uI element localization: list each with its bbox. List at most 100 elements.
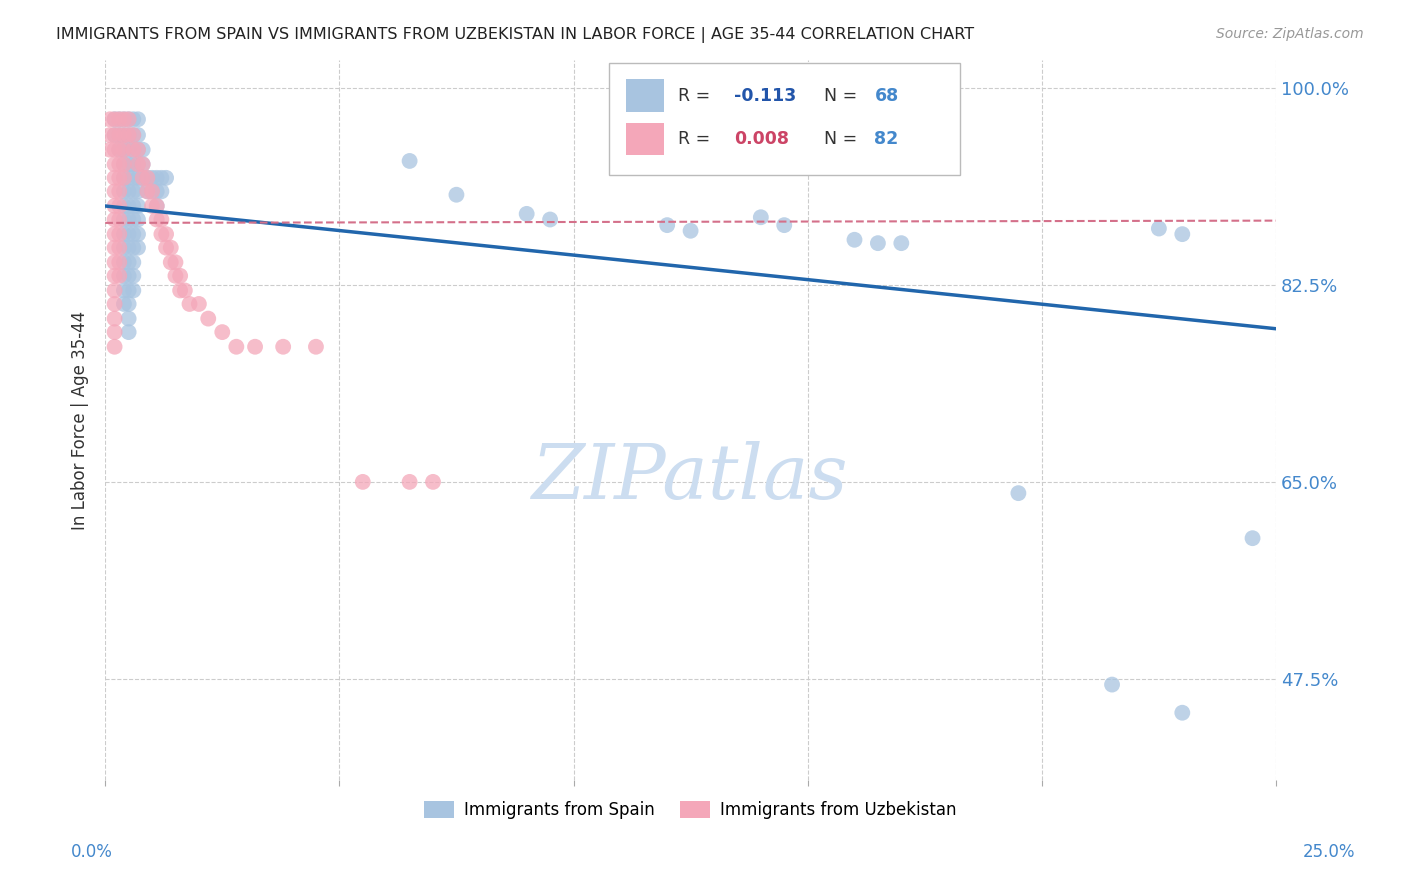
Point (112, 128, 135, 142)
FancyBboxPatch shape (609, 63, 960, 175)
Point (446, 187, 468, 202)
Point (305, 340, 328, 354)
Point (1147, 221, 1170, 235)
Point (103, 284, 125, 298)
Point (112, 185, 135, 199)
Text: N =: N = (824, 87, 863, 104)
Point (127, 143, 149, 157)
Point (145, 170, 167, 185)
Point (422, 475, 444, 489)
Point (103, 311, 125, 326)
Point (131, 170, 153, 185)
Point (773, 218, 796, 232)
Point (98, 128, 121, 142)
Point (141, 170, 163, 185)
Legend: Immigrants from Spain, Immigrants from Uzbekistan: Immigrants from Spain, Immigrants from U… (418, 795, 963, 826)
Point (127, 157, 149, 171)
Point (122, 143, 145, 157)
Point (103, 157, 125, 171)
Point (150, 227, 173, 241)
Point (516, 207, 538, 221)
Text: Source: ZipAtlas.com: Source: ZipAtlas.com (1216, 27, 1364, 41)
Point (187, 297, 209, 311)
Point (103, 170, 125, 185)
Point (169, 268, 191, 283)
Point (122, 170, 145, 185)
Point (122, 185, 145, 199)
Point (112, 297, 135, 311)
Point (131, 157, 153, 171)
Point (173, 284, 195, 298)
Point (122, 241, 145, 255)
Point (103, 325, 125, 339)
Point (1241, 531, 1264, 545)
Point (108, 212, 131, 227)
Point (725, 136, 748, 151)
Point (1007, 486, 1029, 500)
Point (108, 143, 131, 157)
Point (127, 227, 149, 241)
Point (749, 211, 772, 225)
Point (117, 268, 139, 283)
Point (112, 170, 135, 185)
Point (103, 227, 125, 241)
Point (155, 241, 177, 255)
Point (243, 340, 266, 354)
Point (117, 227, 139, 241)
Point (127, 128, 149, 142)
Point (131, 143, 153, 157)
Point (112, 268, 135, 283)
Point (225, 340, 247, 354)
Point (117, 241, 139, 255)
Text: R =: R = (678, 87, 716, 104)
Point (1171, 706, 1194, 720)
Point (103, 268, 125, 283)
Point (131, 157, 153, 171)
Point (122, 284, 145, 298)
Point (103, 128, 125, 142)
Point (112, 157, 135, 171)
Point (155, 227, 177, 241)
Point (108, 241, 131, 255)
Point (679, 224, 702, 238)
Text: 68: 68 (875, 87, 898, 104)
Point (136, 170, 159, 185)
Text: IMMIGRANTS FROM SPAIN VS IMMIGRANTS FROM UZBEKISTAN IN LABOR FORCE | AGE 35-44 C: IMMIGRANTS FROM SPAIN VS IMMIGRANTS FROM… (56, 27, 974, 43)
Point (117, 185, 139, 199)
Point (112, 255, 135, 269)
Point (112, 128, 135, 142)
Point (1171, 227, 1194, 241)
Point (112, 157, 135, 171)
Point (150, 170, 173, 185)
Point (127, 185, 149, 199)
Point (145, 199, 167, 213)
Point (103, 112, 125, 127)
Point (136, 185, 159, 199)
Text: -0.113: -0.113 (734, 87, 796, 104)
Point (127, 157, 149, 171)
Point (108, 157, 131, 171)
Point (103, 212, 125, 227)
Point (117, 297, 139, 311)
Point (108, 112, 131, 127)
Point (127, 170, 149, 185)
Y-axis label: In Labor Force | Age 35-44: In Labor Force | Age 35-44 (72, 310, 89, 530)
Point (122, 157, 145, 171)
Point (103, 185, 125, 199)
Point (112, 227, 135, 241)
Point (136, 170, 159, 185)
Point (197, 311, 219, 326)
Point (352, 475, 374, 489)
Point (112, 199, 135, 213)
Point (117, 112, 139, 127)
Point (122, 128, 145, 142)
Point (844, 233, 866, 247)
Point (538, 212, 561, 227)
Point (145, 212, 167, 227)
Point (117, 112, 139, 127)
Point (122, 268, 145, 283)
Point (117, 143, 139, 157)
Point (117, 199, 139, 213)
Point (398, 153, 420, 168)
Text: 0.008: 0.008 (734, 130, 789, 148)
